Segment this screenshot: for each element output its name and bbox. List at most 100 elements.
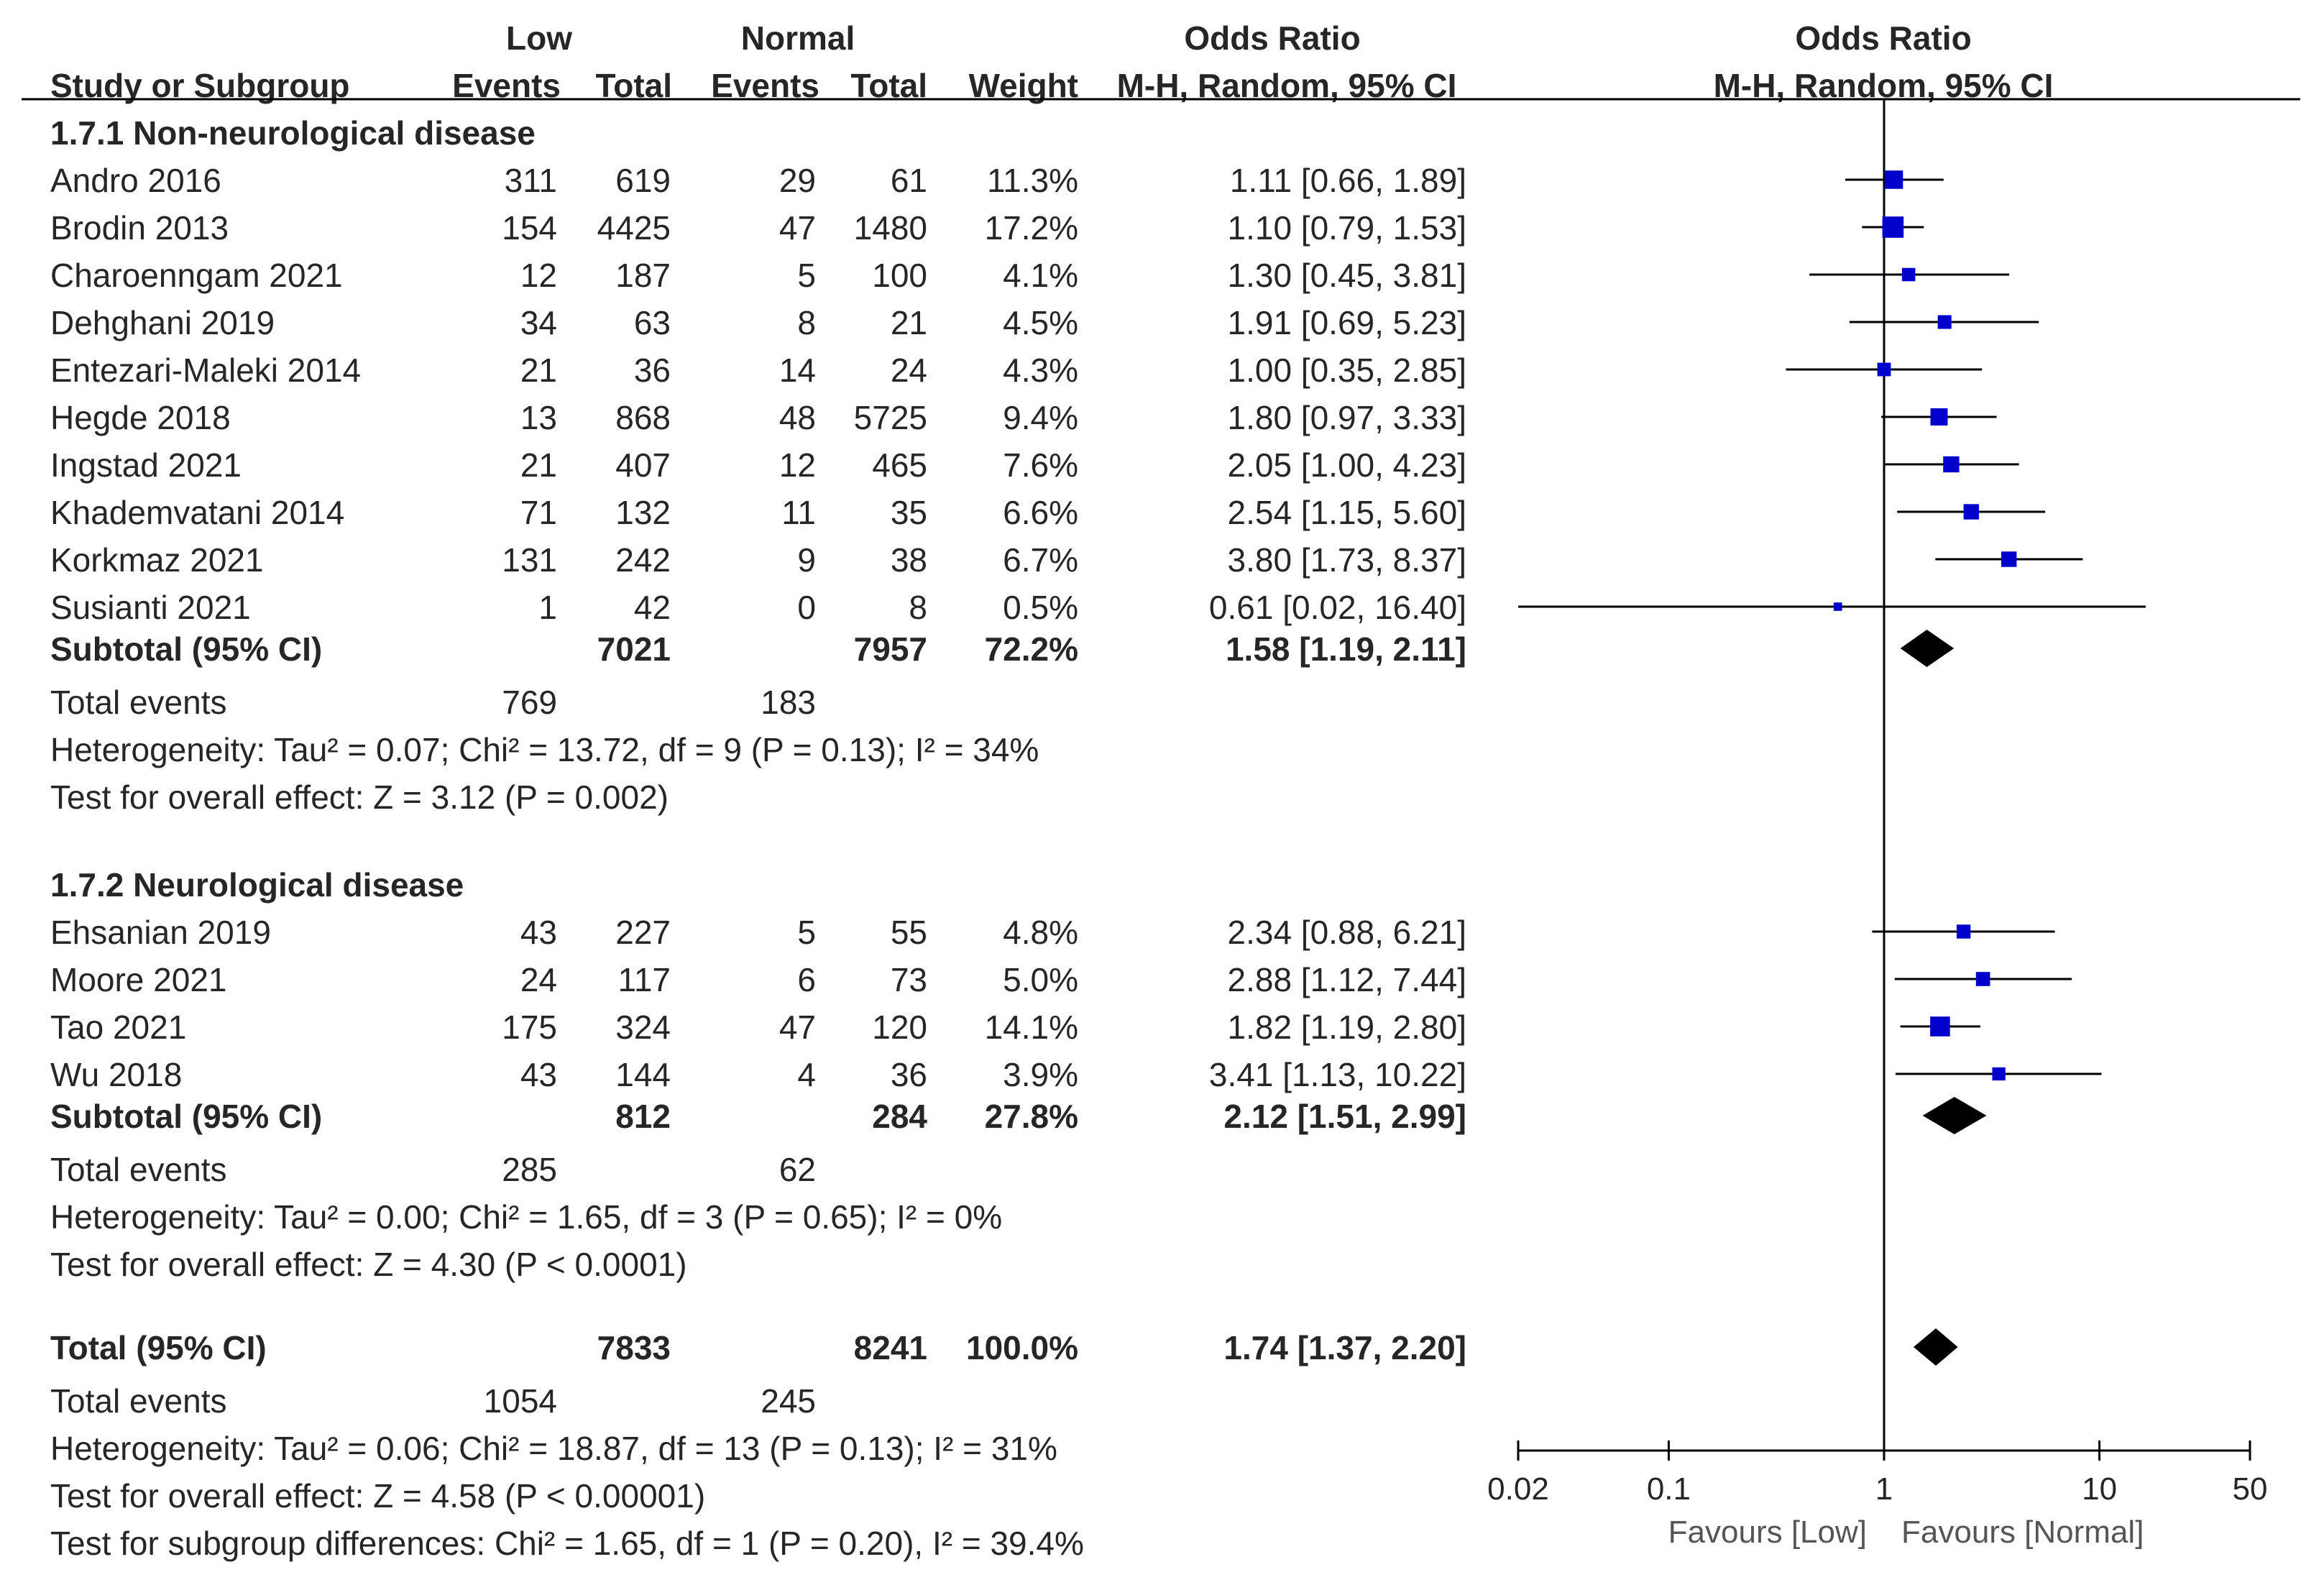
favours-low-label: Favours [Low] [1668,1515,1867,1550]
point-estimate-square [1975,972,1990,986]
total-normal-cell: 35 [890,494,927,531]
events-normal-cell: 5 [797,914,816,951]
events-low-cell: 131 [502,541,557,579]
total-normal-cell: 55 [890,914,927,951]
overall-effect-text: Test for overall effect: Z = 4.58 (P < 0… [50,1477,706,1515]
total-events-label: Total events [50,684,227,721]
subgroup-differences-text: Test for subgroup differences: Chi² = 1.… [50,1525,1084,1562]
total-low-cell: 187 [615,257,671,294]
x-tick-label: 50 [2233,1471,2268,1507]
total-low-cell: 7833 [597,1329,671,1366]
total-normal-cell: 8 [909,589,927,626]
total-events-normal: 183 [761,684,816,721]
total-low-cell: 7021 [597,630,671,668]
heterogeneity-text: Heterogeneity: Tau² = 0.06; Chi² = 18.87… [50,1430,1057,1467]
ci-cell: 2.88 [1.12, 7.44] [1227,961,1467,998]
point-estimate-square [1930,408,1948,426]
weight-cell: 0.5% [1003,589,1078,626]
ci-cell: 1.30 [0.45, 3.81] [1227,257,1467,294]
total-events-low: 769 [502,684,557,721]
subgroup-title: 1.7.2 Neurological disease [50,866,464,904]
ci-cell: 3.80 [1.73, 8.37] [1227,541,1467,579]
events-low-cell: 12 [520,257,557,294]
point-estimate-square [1882,216,1904,238]
events-normal-cell: 47 [779,1008,816,1046]
weight-cell: 4.1% [1003,257,1078,294]
events-normal-cell: 14 [779,351,816,389]
ci-cell: 2.12 [1.51, 2.99] [1223,1098,1466,1135]
study-name: Entezari-Maleki 2014 [50,351,362,389]
ci-cell: 0.61 [0.02, 16.40] [1208,589,1466,626]
pooled-estimate-diamond [1922,1097,1987,1134]
total-events-low: 285 [502,1151,557,1188]
study-name: Ingstad 2021 [50,446,242,484]
total-label: Total (95% CI) [50,1329,267,1366]
point-estimate-square [1956,924,1971,939]
study-name: Andro 2016 [50,162,221,199]
events-normal-cell: 0 [797,589,816,626]
overall-effect-text: Test for overall effect: Z = 3.12 (P = 0… [50,778,669,816]
study-name: Korkmaz 2021 [50,541,264,579]
total-normal-cell: 120 [872,1008,927,1046]
study-name: Moore 2021 [50,961,227,998]
weight-cell: 4.5% [1003,304,1078,341]
ci-cell: 3.41 [1.13, 10.22] [1208,1056,1466,1093]
total-low-cell: 868 [615,399,671,436]
pooled-estimate-diamond [1900,630,1955,667]
total-events-low: 1054 [483,1382,557,1420]
overall-effect-text: Test for overall effect: Z = 4.30 (P < 0… [50,1246,687,1283]
subtotal-label: Subtotal (95% CI) [50,630,323,668]
total-events-label: Total events [50,1151,227,1188]
study-name: Susianti 2021 [50,589,251,626]
header-events-normal: Events [711,67,819,104]
subgroup-title: 1.7.1 Non-neurological disease [50,114,536,152]
weight-cell: 6.7% [1003,541,1078,579]
point-estimate-square [1930,1016,1950,1037]
header-study: Study or Subgroup [50,67,350,104]
weight-cell: 11.3% [986,162,1078,199]
total-low-cell: 324 [615,1008,671,1046]
total-normal-cell: 8241 [853,1329,927,1366]
total-normal-cell: 73 [890,961,927,998]
x-tick-label: 0.1 [1647,1471,1691,1507]
total-normal-cell: 38 [890,541,927,579]
study-name: Tao 2021 [50,1008,187,1046]
weight-cell: 3.9% [1003,1056,1078,1093]
events-low-cell: 21 [520,351,557,389]
x-tick-label: 10 [2082,1471,2117,1507]
total-events-label: Total events [50,1382,227,1420]
point-estimate-square [1884,170,1903,189]
events-low-cell: 71 [520,494,557,531]
events-low-cell: 1 [538,589,557,626]
total-normal-cell: 21 [890,304,927,341]
total-low-cell: 407 [615,446,671,484]
header-weight: Weight [968,67,1078,104]
weight-cell: 72.2% [984,630,1078,668]
header-method-plot: M-H, Random, 95% CI [1713,67,2054,104]
point-estimate-square [1963,504,1979,520]
point-estimate-square [1833,602,1842,611]
total-normal-cell: 61 [890,162,927,199]
header-odds-ratio-plot: Odds Ratio [1795,19,1972,57]
events-normal-cell: 4 [797,1056,816,1093]
events-low-cell: 154 [502,209,557,247]
events-normal-cell: 11 [781,494,816,531]
ci-cell: 1.11 [0.66, 1.89] [1229,162,1466,199]
events-normal-cell: 5 [797,257,816,294]
heterogeneity-text: Heterogeneity: Tau² = 0.07; Chi² = 13.72… [50,731,1039,768]
study-name: Khademvatani 2014 [50,494,345,531]
total-low-cell: 132 [615,494,671,531]
weight-cell: 14.1% [984,1008,1078,1046]
header-total-normal: Total [850,67,927,104]
heterogeneity-text: Heterogeneity: Tau² = 0.00; Chi² = 1.65,… [50,1198,1003,1236]
point-estimate-square [1943,456,1960,473]
weight-cell: 4.3% [1003,351,1078,389]
weight-cell: 6.6% [1003,494,1078,531]
weight-cell: 7.6% [1003,446,1078,484]
total-low-cell: 36 [633,351,671,389]
header-low: Low [506,19,572,57]
weight-cell: 4.8% [1003,914,1078,951]
weight-cell: 9.4% [1003,399,1078,436]
total-low-cell: 812 [615,1098,671,1135]
